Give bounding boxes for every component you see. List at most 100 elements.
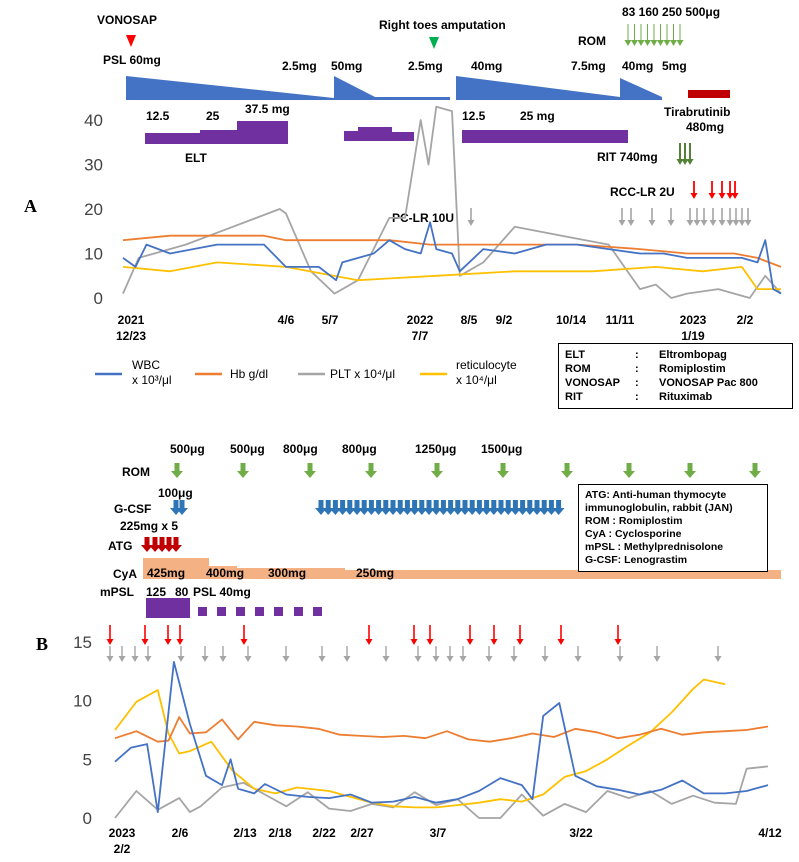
pc-arrow-b-head — [574, 656, 582, 662]
rom-arrow-b — [626, 463, 632, 471]
pc-arrow-b-head — [432, 656, 440, 662]
gcsf-arrow — [347, 500, 353, 508]
gcsf-arrow — [520, 500, 526, 508]
gcsf-arrow — [318, 500, 324, 508]
rcc-arrow-b-head — [614, 639, 622, 645]
gcsf-arrow — [325, 500, 331, 508]
cya-label: CyA — [113, 567, 137, 581]
rom-dose-b: 500μg — [230, 442, 265, 456]
date-label-a: 5/7 — [322, 313, 339, 327]
rit-arrow-head — [686, 159, 694, 165]
gcsf-arrow — [340, 500, 346, 508]
date-label-a: 4/6 — [278, 313, 295, 327]
rom-dose-b: 800μg — [283, 442, 318, 456]
gcsf-arrow — [332, 500, 338, 508]
atg-arrow-head — [141, 545, 153, 552]
rom-arrow-a-head — [650, 40, 658, 46]
tirabrutinib-dose: 480mg — [686, 120, 724, 134]
date-label-b: 2/27 — [350, 826, 374, 840]
panel-b-plt-line — [114, 765, 769, 819]
gcsf-arrow — [390, 500, 396, 508]
rom-arrow-b-head — [431, 471, 443, 478]
rom-arrow-a-head — [676, 40, 684, 46]
pc-arrow-a-head — [648, 220, 656, 226]
rom-arrow-a-head — [631, 40, 638, 46]
rom-arrow-b-head — [304, 471, 316, 478]
gcsf-arrow — [426, 500, 432, 508]
gcsf-arrow — [383, 500, 389, 508]
rom-arrow-b-head — [684, 471, 696, 478]
cya-dose: 300mg — [268, 566, 306, 580]
pc-arrow-b-head — [653, 656, 661, 662]
psl-square — [294, 607, 303, 616]
psl-start-dose: PSL 60mg — [103, 53, 161, 67]
psl-dose-label: 5mg — [662, 59, 687, 73]
rom-dose-b: 1250μg — [415, 442, 456, 456]
gcsf-arrow — [404, 500, 410, 508]
date-label-b: 2/13 — [233, 826, 257, 840]
gcsf-dose: 100μg — [158, 486, 193, 500]
rcc-arrow-b-head — [365, 639, 373, 645]
pc-arrow-a-head — [700, 220, 708, 226]
elt-bar-3 — [462, 130, 628, 143]
pc-arrow-a-head — [618, 220, 626, 226]
gcsf-arrow — [361, 500, 367, 508]
gcsf-arrow — [354, 500, 360, 508]
rom-arrow-b — [564, 463, 570, 471]
pc-arrow-b-head — [177, 656, 185, 662]
abbr-b-line: mPSL : Methylprednisolone — [585, 541, 724, 553]
rcc-arrow-b-head — [490, 639, 498, 645]
legend-retic-label: reticulocyte — [456, 358, 517, 372]
panel-a-reticulocyte-line — [122, 261, 781, 290]
pc-arrow-b-head — [343, 656, 351, 662]
y-tick-a: 10 — [84, 245, 103, 264]
gcsf-arrow — [368, 500, 374, 508]
date-label-b: 2/22 — [312, 826, 336, 840]
panel-a-hb-line — [122, 234, 782, 268]
rcc-arrow-a-head — [690, 193, 698, 199]
pc-arrow-b-head — [201, 656, 209, 662]
rom-label-a: ROM — [578, 34, 606, 48]
rom-arrow-b-head — [561, 471, 573, 478]
static-annotations: A VONOSAP PSL 60mg Right toes amputation 2.5… — [24, 5, 782, 856]
gcsf-arrow — [556, 500, 562, 508]
psl-taper-4 — [620, 78, 662, 100]
gcsf-arrow — [498, 500, 504, 508]
y-tick-b: 15 — [73, 633, 92, 652]
pc-arrow-b-head — [382, 656, 390, 662]
pc-arrow-b-head — [282, 656, 290, 662]
pc-label: PC-LR 10U — [392, 211, 454, 225]
psl-taper-3 — [456, 76, 620, 100]
pc-arrow-a-head — [686, 220, 694, 226]
rom-arrow-a-head — [624, 40, 632, 46]
rcc-arrow-b-head — [426, 639, 434, 645]
rcc-arrow-b-head — [141, 639, 149, 645]
abbreviation-box-b: ATG: Anti-human thymocyte immunoglobulin… — [578, 484, 768, 572]
date-label-b: 3/7 — [430, 826, 447, 840]
mpsl-label: mPSL — [100, 585, 134, 599]
rcc-arrow-b-head — [164, 639, 172, 645]
psl-square — [274, 607, 283, 616]
rom-dose-b: 800μg — [342, 442, 377, 456]
pc-arrow-a-head — [718, 220, 726, 226]
pc-arrow-b-head — [106, 656, 114, 662]
psl-taper-2 — [334, 76, 450, 100]
psl-dose-label: 2.5mg — [408, 59, 443, 73]
date-label-b: 2/2 — [114, 842, 131, 856]
amputation-marker-icon — [429, 37, 439, 49]
pc-arrow-a-head — [667, 220, 675, 226]
psl-dose-label: 7.5mg — [571, 59, 606, 73]
rom-arrow-b — [434, 463, 440, 471]
rom-dose-b: 500μg — [170, 442, 205, 456]
psl-square — [255, 607, 264, 616]
psl-square — [313, 607, 322, 616]
date-label-b: 2/18 — [268, 826, 292, 840]
panel-a-label: A — [24, 196, 37, 216]
y-tick-a: 20 — [84, 200, 103, 219]
y-tick-b: 5 — [83, 750, 92, 769]
rcc-label: RCC-LR 2U — [610, 185, 675, 199]
rom-arrow-b-head — [365, 471, 377, 478]
cya-dose: 425mg — [147, 566, 185, 580]
chart-lines — [114, 105, 782, 819]
